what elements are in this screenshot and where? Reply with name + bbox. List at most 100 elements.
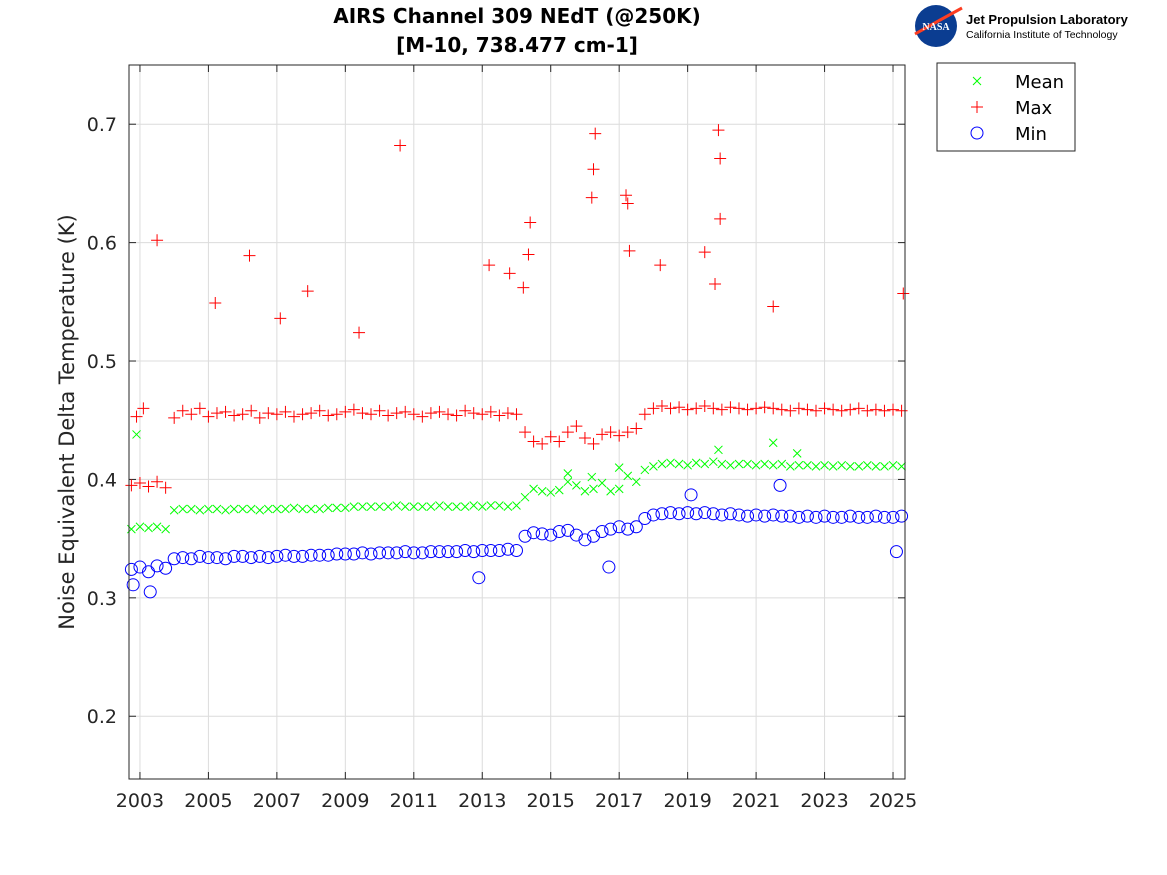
- data-marks: [124, 124, 910, 599]
- x-tick-label: 2011: [390, 790, 438, 812]
- max-point: [655, 400, 668, 413]
- mean-point: [794, 460, 804, 470]
- max-point: [792, 402, 805, 415]
- max-point: [724, 401, 737, 414]
- mean-point: [306, 504, 316, 514]
- min-point: [270, 549, 284, 563]
- min-point: [587, 529, 601, 543]
- max-outlier-point: [243, 249, 256, 262]
- min-point: [398, 545, 412, 559]
- min-point: [338, 547, 352, 561]
- min-point: [253, 549, 267, 563]
- max-point: [510, 408, 523, 421]
- max-point: [424, 407, 437, 420]
- mean-point: [375, 502, 384, 512]
- x-tick-label: 2007: [253, 790, 301, 812]
- mean-point: [777, 459, 787, 469]
- mean-point: [589, 484, 598, 494]
- min-point: [347, 547, 361, 561]
- legend-max-label: Max: [1015, 98, 1053, 119]
- min-point: [561, 523, 575, 537]
- mean-point: [700, 459, 710, 469]
- mean-point: [152, 522, 162, 532]
- min-point: [441, 545, 455, 559]
- mean-point: [828, 462, 838, 471]
- max-point: [407, 408, 420, 421]
- min-point: [159, 561, 173, 575]
- mean-outlier-point: [563, 469, 573, 478]
- axis-ticks: 2003 2005 2007 2009 2011 2013 2015 2017 2019 2021…: [87, 65, 917, 812]
- max-outlier-point: [137, 402, 150, 415]
- legend-mean-label: Mean: [1015, 72, 1064, 93]
- mean-point: [229, 504, 239, 514]
- max-point: [313, 404, 326, 417]
- max-outlier-point: [394, 139, 407, 152]
- max-outlier-point: [714, 152, 727, 165]
- max-point: [125, 479, 138, 492]
- mean-point: [726, 460, 735, 470]
- mean-point: [674, 459, 684, 469]
- max-outlier-point: [524, 216, 537, 229]
- max-point: [673, 401, 686, 414]
- mean-point: [477, 502, 487, 512]
- max-outlier-point: [151, 234, 164, 247]
- nasa-badge-text: NASA: [922, 22, 950, 33]
- max-point: [887, 403, 900, 416]
- mean-point: [135, 522, 145, 532]
- max-point: [869, 403, 882, 416]
- min-point: [732, 508, 746, 522]
- min-point: [321, 548, 335, 562]
- mean-point: [563, 477, 573, 487]
- y-tick-label: 0.4: [87, 469, 117, 491]
- min-point: [604, 522, 618, 536]
- max-point: [450, 409, 463, 422]
- mean-point: [845, 462, 855, 471]
- max-point: [741, 403, 754, 416]
- min-point: [167, 552, 181, 566]
- mean-point: [409, 502, 419, 512]
- min-point: [407, 546, 421, 560]
- mean-point: [614, 484, 624, 494]
- max-point: [305, 407, 318, 420]
- max-point: [519, 426, 532, 439]
- x-tick-label: 2023: [800, 790, 848, 812]
- max-point: [698, 400, 711, 413]
- min-point: [535, 527, 549, 541]
- series-max: [125, 124, 910, 494]
- max-point: [818, 402, 831, 415]
- mean-point: [426, 502, 436, 512]
- min-point: [655, 507, 669, 521]
- mean-point: [255, 505, 265, 515]
- mean-point: [392, 501, 402, 510]
- max-point: [844, 403, 857, 416]
- mean-point: [315, 504, 325, 514]
- min-point: [150, 559, 164, 573]
- mean-point: [572, 480, 581, 490]
- min-point: [826, 510, 840, 524]
- max-point: [810, 404, 823, 417]
- max-point: [484, 405, 497, 418]
- mean-point: [204, 504, 213, 514]
- max-point: [296, 408, 309, 421]
- mean-point: [751, 460, 761, 470]
- x-tick-label: 2015: [527, 790, 575, 812]
- mean-point: [349, 502, 359, 512]
- min-point: [278, 548, 292, 562]
- min-point: [184, 552, 198, 566]
- max-outlier-point: [130, 410, 143, 423]
- max-outlier-point: [517, 281, 530, 294]
- max-point: [630, 422, 643, 435]
- mean-point: [837, 460, 847, 470]
- chart-title-line2: [M-10, 738.477 cm-1]: [396, 33, 638, 57]
- legend-min-marker-icon: [970, 126, 984, 140]
- y-tick-label: 0.3: [87, 588, 117, 610]
- min-outlier-point: [889, 545, 903, 559]
- min-point: [467, 545, 481, 559]
- max-point: [142, 480, 155, 493]
- min-point: [304, 548, 318, 562]
- min-point: [381, 546, 395, 560]
- max-point: [151, 475, 164, 488]
- min-point: [475, 543, 489, 557]
- mean-point: [537, 486, 547, 496]
